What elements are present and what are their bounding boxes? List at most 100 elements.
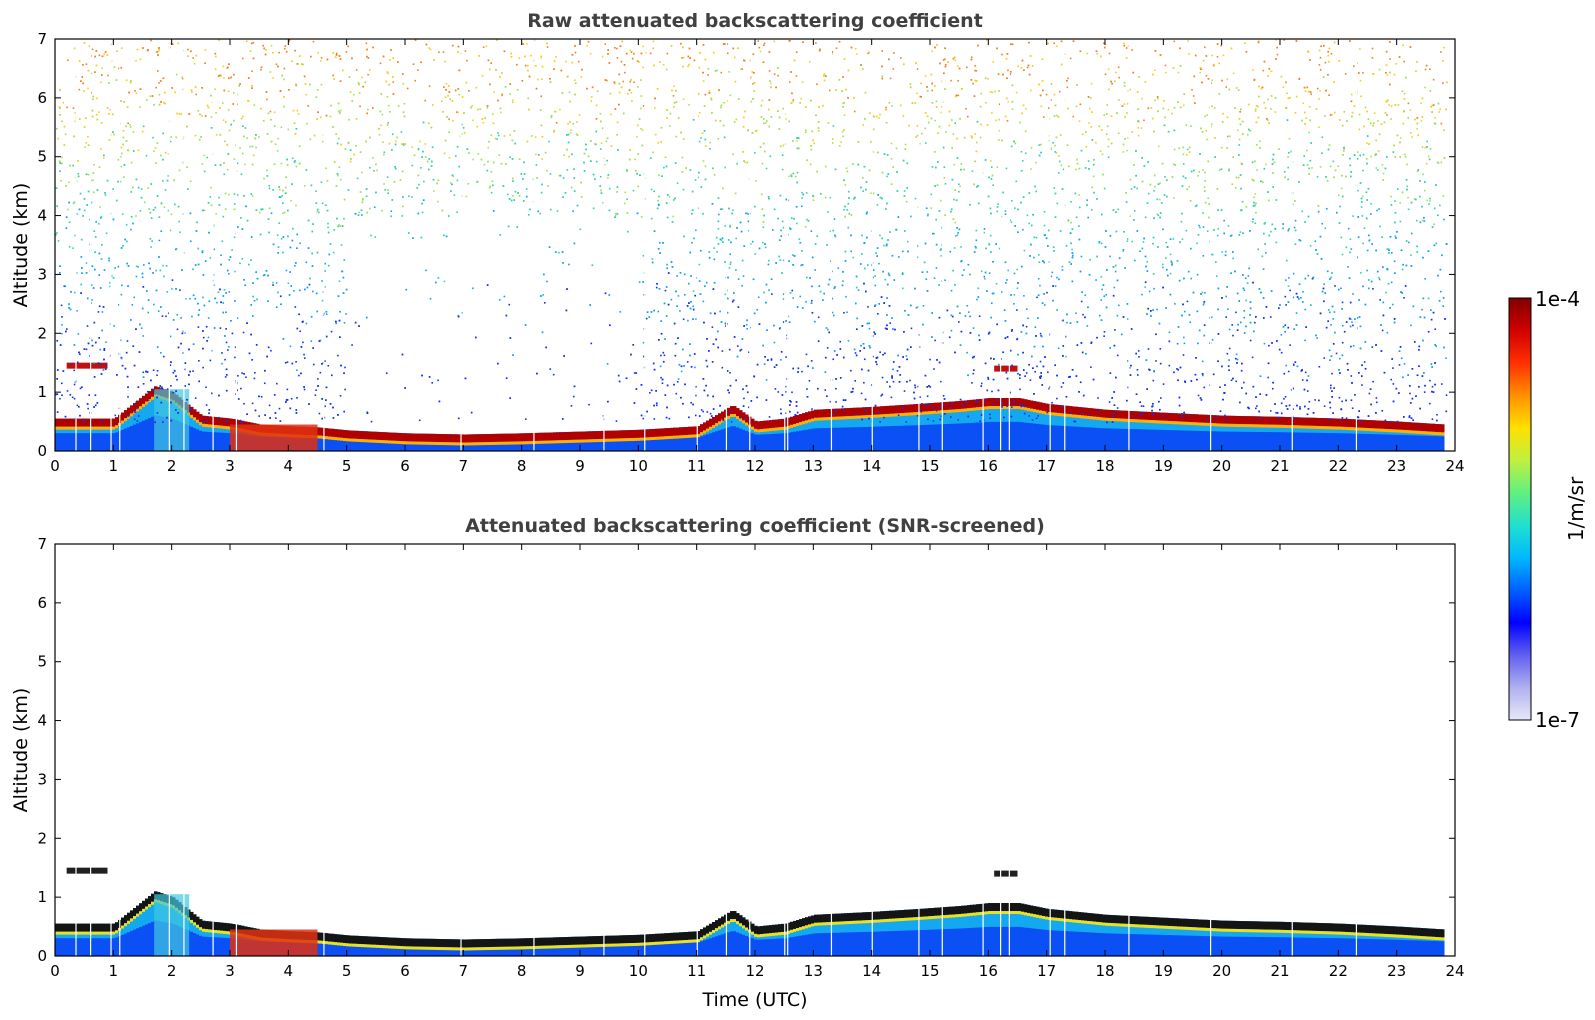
boundary-layer-column xyxy=(976,399,980,451)
layer-top-band xyxy=(1282,416,1286,425)
layer-transition xyxy=(694,434,698,438)
noise-pixel xyxy=(130,228,132,231)
layer-transition xyxy=(1039,410,1043,414)
layer-top-band xyxy=(622,430,626,439)
noise-pixel xyxy=(698,66,701,69)
noise-pixel xyxy=(1113,286,1116,289)
noise-pixel xyxy=(1226,135,1229,138)
noise-pixel xyxy=(481,118,484,121)
boundary-layer-column xyxy=(1438,424,1442,451)
noise-pixel xyxy=(1154,185,1156,188)
noise-pixel xyxy=(666,52,669,55)
noise-pixel xyxy=(1088,413,1090,416)
noise-pixel xyxy=(466,59,468,62)
noise-pixel xyxy=(1101,288,1103,291)
noise-pixel xyxy=(297,113,300,115)
boundary-layer-column xyxy=(769,420,773,451)
noise-pixel xyxy=(359,105,361,108)
layer-transition xyxy=(1357,427,1361,431)
noise-pixel xyxy=(944,183,947,185)
boundary-layer-column xyxy=(1213,415,1217,451)
noise-pixel xyxy=(286,388,289,391)
layer-transition xyxy=(778,427,782,431)
layer-top-band xyxy=(1243,416,1247,425)
boundary-layer-column xyxy=(1429,423,1433,451)
layer-transition xyxy=(688,434,692,438)
boundary-layer-column xyxy=(1009,398,1013,451)
layer-transition xyxy=(613,438,617,442)
noise-pixel xyxy=(1228,347,1231,350)
noise-pixel xyxy=(374,236,377,238)
layer-top-band xyxy=(1360,419,1364,428)
noise-pixel xyxy=(1057,347,1060,350)
noise-pixel xyxy=(835,401,837,403)
noise-pixel xyxy=(596,90,599,92)
noise-pixel xyxy=(755,180,757,182)
layer-top-band xyxy=(964,400,968,409)
noise-pixel xyxy=(482,46,485,49)
noise-pixel xyxy=(773,40,776,43)
noise-pixel xyxy=(1415,219,1418,222)
layer-transition xyxy=(874,414,878,418)
noise-pixel xyxy=(1016,268,1018,271)
noise-pixel xyxy=(757,296,760,299)
noise-pixel xyxy=(491,113,494,115)
layer-transition xyxy=(1210,423,1214,427)
layer-transition xyxy=(580,439,584,443)
noise-pixel xyxy=(1251,221,1254,223)
layer-transition xyxy=(1201,422,1205,426)
layer-top-band xyxy=(358,430,362,439)
noise-pixel xyxy=(1254,193,1257,195)
noise-pixel xyxy=(660,354,662,357)
noise-pixel xyxy=(1020,150,1023,153)
boundary-layer-column xyxy=(1186,413,1190,451)
layer-top-band xyxy=(709,418,713,427)
layer-transition xyxy=(1093,416,1097,420)
noise-pixel xyxy=(73,383,76,386)
noise-pixel xyxy=(728,348,731,351)
noise-pixel xyxy=(174,370,176,372)
layer-transition xyxy=(607,438,611,442)
noise-pixel xyxy=(1081,133,1084,135)
noise-pixel xyxy=(205,404,208,406)
noise-pixel xyxy=(931,166,934,168)
noise-pixel xyxy=(182,88,184,91)
noise-pixel xyxy=(1285,364,1288,367)
noise-pixel xyxy=(990,302,993,304)
noise-pixel xyxy=(156,374,158,377)
boundary-layer-column xyxy=(1231,415,1235,451)
noise-pixel xyxy=(1329,387,1332,389)
noise-pixel xyxy=(796,171,799,174)
noise-pixel xyxy=(1070,412,1072,414)
noise-pixel xyxy=(101,311,104,313)
noise-pixel xyxy=(1265,163,1267,166)
layer-transition xyxy=(1177,421,1181,425)
layer-top-band xyxy=(616,430,620,439)
layer-top-band xyxy=(1093,408,1097,417)
layer-transition xyxy=(796,423,800,427)
noise-pixel xyxy=(642,417,645,420)
layer-transition xyxy=(703,430,707,434)
noise-pixel xyxy=(933,368,935,370)
noise-pixel xyxy=(1362,242,1364,245)
layer-top-band xyxy=(124,410,128,419)
noise-pixel xyxy=(1341,400,1343,403)
noise-pixel xyxy=(61,316,63,318)
noise-pixel xyxy=(1011,199,1013,202)
layer-top-band xyxy=(1372,420,1376,429)
noise-pixel xyxy=(634,158,636,161)
noise-pixel xyxy=(72,107,75,109)
noise-pixel xyxy=(930,193,933,196)
boundary-layer-column xyxy=(964,400,968,451)
boundary-layer-column xyxy=(868,407,872,451)
noise-pixel xyxy=(1287,97,1290,100)
noise-pixel xyxy=(465,195,468,198)
layer-top-band xyxy=(433,433,437,442)
boundary-layer-column xyxy=(892,405,896,451)
noise-pixel xyxy=(886,381,888,383)
layer-transition xyxy=(1009,406,1013,410)
noise-pixel xyxy=(278,407,281,410)
layer-transition xyxy=(1012,406,1016,410)
noise-pixel xyxy=(231,332,234,335)
